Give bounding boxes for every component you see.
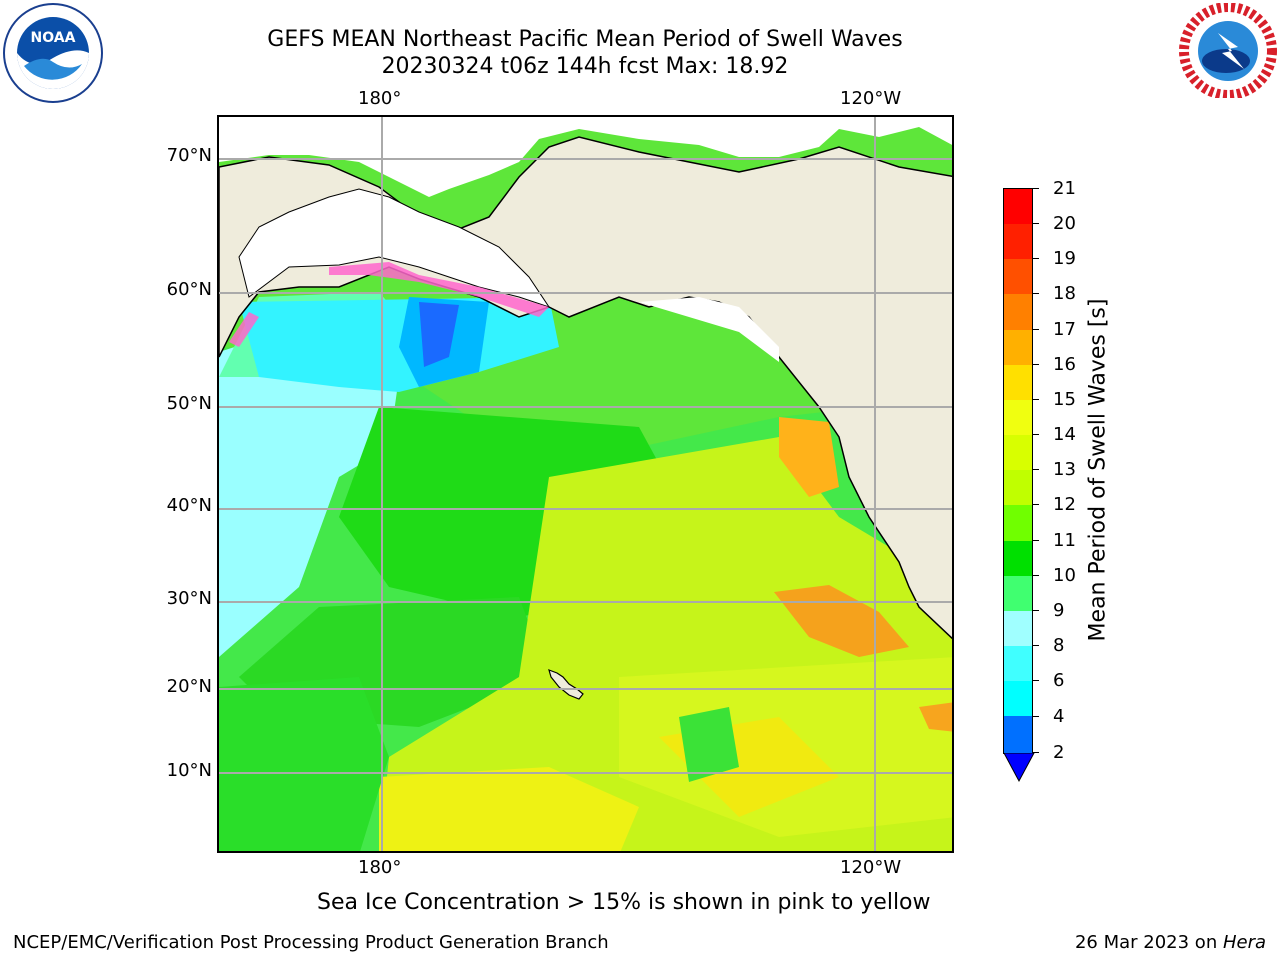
map-panel — [217, 115, 954, 853]
colorbar-tick-mark — [1033, 645, 1039, 646]
lat-label-10n: 10°N — [166, 760, 212, 781]
colorbar-tick: 14 — [1053, 424, 1076, 445]
colorbar-tick: 19 — [1053, 248, 1076, 269]
colorbar-tick-mark — [1033, 610, 1039, 611]
colorbar-tick-mark — [1033, 540, 1039, 541]
lon-label-top-180: 180° — [358, 88, 402, 109]
noaa-logo: NOAA — [2, 2, 104, 108]
colorbar-segment — [1004, 611, 1032, 646]
colorbar-tick: 18 — [1053, 283, 1076, 304]
svg-text:NOAA: NOAA — [31, 30, 76, 46]
lon-label-bottom-180: 180° — [358, 857, 402, 878]
colorbar-segment — [1004, 330, 1032, 365]
colorbar-tick: 11 — [1053, 530, 1076, 551]
colorbar-segment — [1004, 365, 1032, 400]
colorbar-segment — [1004, 541, 1032, 576]
colorbar-tick: 2 — [1053, 742, 1065, 763]
colorbar-tick-mark — [1033, 293, 1039, 294]
colorbar-segment — [1004, 224, 1032, 259]
colorbar-tick: 13 — [1053, 459, 1076, 480]
colorbar-segment — [1004, 681, 1032, 716]
colorbar-tick-mark — [1033, 469, 1039, 470]
colorbar-segment — [1004, 400, 1032, 435]
colorbar-extend-arrow — [1003, 753, 1035, 783]
chart-subtitle: 20230324 t06z 144h fcst Max: 18.92 — [381, 54, 789, 79]
colorbar-segment — [1004, 716, 1032, 753]
footer-host: Hera — [1222, 932, 1266, 953]
lat-label-30n: 30°N — [166, 588, 212, 609]
colorbar-tick-mark — [1033, 504, 1039, 505]
lon-label-top-120w: 120°W — [840, 88, 902, 109]
colorbar-segment — [1004, 646, 1032, 681]
colorbar-segment — [1004, 435, 1032, 470]
colorbar-tick: 4 — [1053, 706, 1065, 727]
colorbar-tick: 21 — [1053, 178, 1076, 199]
colorbar-tick-mark — [1033, 716, 1039, 717]
colorbar-tick-mark — [1033, 258, 1039, 259]
colorbar-tick-mark — [1033, 223, 1039, 224]
colorbar-segment — [1004, 470, 1032, 505]
chart-title: GEFS MEAN Northeast Pacific Mean Period … — [267, 27, 903, 52]
lat-label-70n: 70°N — [166, 145, 212, 166]
colorbar-segment — [1004, 259, 1032, 294]
colorbar-tick-mark — [1033, 399, 1039, 400]
colorbar-tick-mark — [1033, 188, 1039, 189]
colorbar-tick-mark — [1033, 364, 1039, 365]
colorbar-tick: 9 — [1053, 600, 1065, 621]
colorbar-tick-mark — [1033, 575, 1039, 576]
colorbar-tick: 10 — [1053, 565, 1076, 586]
colorbar-tick-mark — [1033, 680, 1039, 681]
lat-label-60n: 60°N — [166, 279, 212, 300]
colorbar-segment — [1004, 505, 1032, 541]
footer-date: 26 Mar 2023 on Hera — [1075, 932, 1266, 953]
colorbar-tick: 16 — [1053, 354, 1076, 375]
colorbar-tick: 17 — [1053, 319, 1076, 340]
lon-label-bottom-120w: 120°W — [840, 857, 902, 878]
colorbar-tick: 6 — [1053, 670, 1065, 691]
colorbar-tick-mark — [1033, 434, 1039, 435]
colorbar-tick: 8 — [1053, 635, 1065, 656]
lat-label-20n: 20°N — [166, 676, 212, 697]
colorbar-tick: 15 — [1053, 389, 1076, 410]
footer-date-text: 26 Mar 2023 on — [1074, 932, 1223, 953]
colorbar-segment — [1004, 576, 1032, 611]
lat-label-50n: 50°N — [166, 393, 212, 414]
colorbar-tick: 12 — [1053, 494, 1076, 515]
footer-credit: NCEP/EMC/Verification Post Processing Pr… — [13, 932, 609, 953]
colorbar-tick: 20 — [1053, 213, 1076, 234]
lat-label-40n: 40°N — [166, 495, 212, 516]
colorbar-label: Mean Period of Swell Waves [s] — [1085, 298, 1111, 642]
colorbar-segment — [1004, 189, 1032, 224]
sea-ice-note: Sea Ice Concentration > 15% is shown in … — [317, 890, 931, 915]
colorbar-segment — [1004, 294, 1032, 330]
nws-logo — [1178, 2, 1278, 102]
colorbar-tick-mark — [1033, 329, 1039, 330]
colorbar-tick-mark — [1033, 752, 1039, 753]
colorbar — [1003, 188, 1033, 754]
